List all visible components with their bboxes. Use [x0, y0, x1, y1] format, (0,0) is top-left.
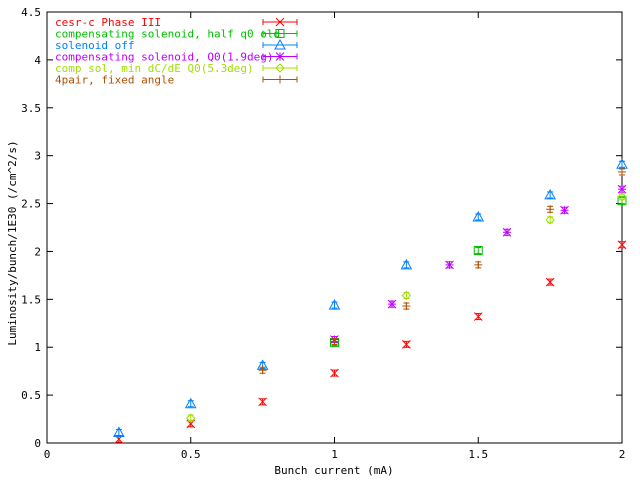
- y-tick-label: 4.5: [21, 6, 41, 19]
- x-tick-label: 0: [44, 448, 51, 461]
- legend-marker: [275, 29, 285, 38]
- series-5: [258, 167, 626, 375]
- data-point: [184, 397, 197, 409]
- y-tick-label: 0.5: [21, 389, 41, 402]
- data-point: [402, 302, 411, 311]
- data-point: [400, 258, 413, 270]
- y-tick-label: 1: [34, 341, 41, 354]
- series-4: [186, 192, 627, 423]
- data-point: [474, 260, 483, 269]
- y-axis-title: Luminosity/bunch/1E30 (/cm^2/s): [6, 140, 19, 345]
- x-tick-label: 1.5: [468, 448, 488, 461]
- legend-marker: [275, 63, 285, 73]
- data-point: [617, 184, 627, 194]
- data-point: [473, 245, 483, 255]
- legend-label: cesr-c Phase III: [55, 16, 161, 29]
- legend-marker: [276, 75, 284, 84]
- data-point: [402, 339, 411, 349]
- legend-marker: [275, 17, 285, 27]
- legend-label: solenoid off: [55, 39, 134, 52]
- data-point: [502, 227, 512, 237]
- legend-label: comp sol, min dC/dE Q0(5.3deg): [55, 62, 254, 75]
- data-point: [186, 413, 196, 423]
- series-0: [114, 240, 627, 444]
- data-point: [445, 260, 454, 270]
- x-tick-label: 2: [619, 448, 626, 461]
- data-point: [401, 290, 412, 301]
- y-tick-label: 3: [34, 150, 41, 163]
- data-point: [258, 397, 267, 407]
- legend-label: 4pair, fixed angle: [55, 74, 174, 87]
- series-2: [113, 158, 628, 437]
- y-tick-label: 2.5: [21, 198, 41, 211]
- legend-label: compensating solenoid, Q0(1.9deg): [55, 51, 274, 64]
- y-tick-label: 2: [34, 245, 41, 258]
- data-point: [618, 167, 626, 176]
- data-point: [545, 277, 555, 287]
- y-tick-label: 4: [34, 54, 41, 67]
- y-tick-label: 1.5: [21, 293, 41, 306]
- legend-label: compensating solenoid, half q0 old: [55, 28, 280, 41]
- legend-marker: [275, 52, 285, 61]
- tick-labels: 0 0.5 1 1.5 2 0 0.5 1 1.5 2 2.5 3 3.5 4 4.5: [21, 6, 625, 461]
- data-point: [113, 426, 125, 437]
- y-tick-label: 0: [34, 437, 41, 450]
- data-point: [560, 205, 569, 215]
- data-point: [472, 210, 485, 222]
- legend-marker: [274, 38, 286, 50]
- data-point: [545, 215, 555, 225]
- data-point: [544, 188, 556, 200]
- y-tick-label: 3.5: [21, 102, 41, 115]
- series-3: [330, 184, 627, 344]
- x-tick-label: 0.5: [181, 448, 201, 461]
- data-points: [113, 158, 628, 444]
- data-point: [546, 205, 555, 214]
- data-point: [473, 312, 483, 321]
- x-axis-title: Bunch current (mA): [274, 464, 393, 477]
- data-point: [330, 368, 339, 378]
- data-point: [387, 299, 397, 309]
- data-point: [258, 366, 267, 375]
- data-point: [617, 240, 627, 250]
- x-tick-label: 1: [331, 448, 338, 461]
- data-point: [330, 337, 339, 346]
- data-point: [617, 192, 627, 202]
- data-point: [328, 299, 341, 310]
